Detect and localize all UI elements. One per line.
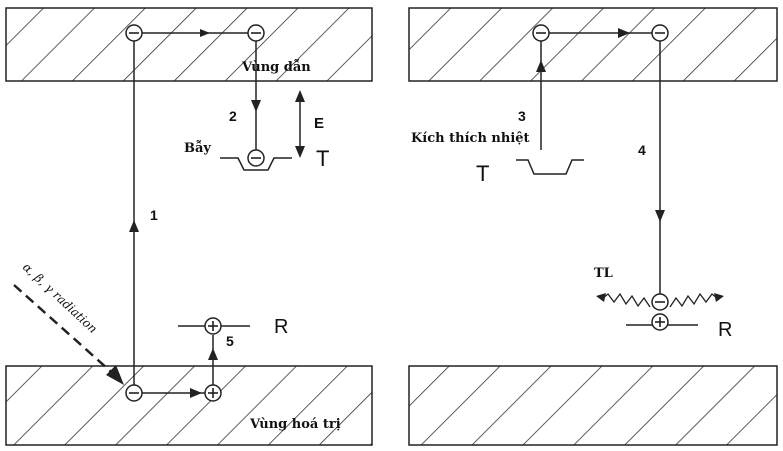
recombining-electron: [651, 293, 669, 311]
tl-label: TL: [594, 266, 613, 281]
trap-level-left-label: T: [316, 146, 329, 171]
excitation-arrowhead: [129, 220, 139, 232]
radiation-arrowhead: [106, 365, 124, 385]
valence-band-left: [5, 365, 373, 446]
energy-label: E: [314, 115, 324, 132]
electron-cb-right-2: [651, 24, 669, 42]
electron-cb-left-2: [247, 24, 265, 42]
step-1-label: 1: [150, 207, 158, 223]
energy-arrowhead-up: [295, 90, 305, 102]
trap-well-left: [220, 157, 292, 171]
electron-cb-right-1: [532, 24, 550, 42]
trap-level-right-label: T: [476, 161, 489, 186]
vb-electron-origin: [125, 384, 143, 402]
hole-recomb-centre-right: [651, 313, 669, 331]
conduction-band-right: [408, 7, 778, 82]
conduction-band-left: [5, 7, 373, 82]
recomb-left-label: R: [274, 316, 288, 338]
electron-cb-left-1: [125, 24, 143, 42]
trapped-electron: [247, 149, 265, 167]
step-3-label: 3: [518, 108, 526, 124]
hole-trapping-arrowhead: [208, 348, 218, 360]
trap-well-right: [516, 159, 584, 175]
thermal-excitation-label: Kích thích nhiệt: [411, 131, 530, 146]
step-5-label: 5: [226, 333, 234, 349]
recombination-arrowhead: [655, 210, 665, 222]
valence-band-right: [408, 365, 778, 446]
step-2-label: 2: [229, 108, 237, 124]
light-emission-left-arrowhead: [596, 293, 606, 302]
radiation-label: α, β, γ radiation: [20, 260, 100, 336]
hole-recomb-centre-left: [204, 317, 222, 335]
trapping-arrowhead: [251, 100, 261, 112]
light-emission-right: [669, 292, 718, 308]
trap-label: Bẫy: [184, 140, 211, 156]
hole-vb-left: [204, 384, 222, 402]
energy-arrowhead-down: [295, 146, 305, 158]
light-emission-left: [602, 292, 651, 308]
thermal-excitation-arrowhead: [536, 60, 546, 72]
radiation-arrow: [13, 284, 119, 379]
light-emission-right-arrowhead: [714, 293, 724, 302]
hole-transport-arrowhead: [190, 388, 202, 398]
cb-transport-arrowhead-right: [618, 28, 630, 38]
valence-band-label: Vùng hoá trị: [249, 417, 341, 432]
recomb-right-label: R: [718, 319, 732, 341]
conduction-band-label: Vùng dẫn: [241, 59, 311, 75]
step-4-label: 4: [638, 142, 646, 158]
